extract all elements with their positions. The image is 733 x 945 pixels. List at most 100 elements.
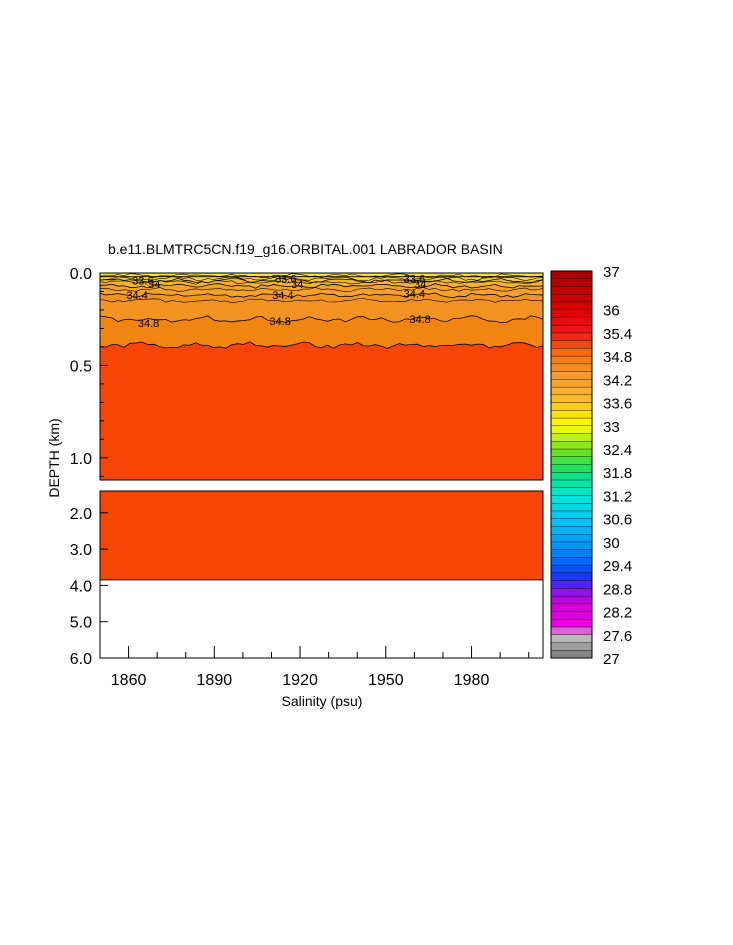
colorbar-label: 35.4 bbox=[603, 326, 632, 343]
colorbar-box bbox=[550, 301, 593, 311]
colorbar-box bbox=[550, 417, 593, 427]
contour-label: 34 bbox=[414, 279, 426, 291]
colorbar-box bbox=[550, 410, 593, 419]
contour-label: 34.8 bbox=[269, 316, 290, 328]
colorbar-box bbox=[550, 340, 593, 349]
x-tick-label: 1860 bbox=[111, 672, 147, 689]
x-tick-label: 1980 bbox=[454, 672, 490, 689]
contour-label: 34.8 bbox=[138, 318, 159, 330]
contour-line bbox=[99, 287, 544, 293]
contour-line bbox=[99, 273, 544, 279]
colorbar-box bbox=[550, 503, 593, 512]
x-axis-label: Salinity (psu) bbox=[282, 693, 363, 709]
colorbar-box bbox=[550, 317, 593, 326]
contour-label: 34.4 bbox=[272, 290, 293, 302]
colorbar-label: 36 bbox=[603, 303, 620, 320]
colorbar-box bbox=[550, 487, 593, 496]
colorbar-label: 32.4 bbox=[603, 442, 632, 459]
colorbar-box bbox=[550, 394, 593, 404]
colorbar-box bbox=[550, 549, 593, 558]
colorbar-box bbox=[550, 286, 593, 295]
colorbar-label: 29.4 bbox=[603, 558, 632, 575]
salinity-layer-upper bbox=[100, 276, 543, 283]
contour-line bbox=[99, 298, 544, 303]
y-tick-label: 1.0 bbox=[70, 451, 92, 468]
colorbar-box bbox=[550, 526, 593, 535]
contour-label: 34 bbox=[291, 279, 303, 291]
colorbar-box bbox=[550, 371, 593, 380]
y-tick-label: 6.0 bbox=[70, 651, 92, 668]
colorbar-box bbox=[550, 294, 593, 303]
colorbar-box bbox=[550, 510, 593, 520]
colorbar-box bbox=[550, 363, 593, 373]
contour-line bbox=[99, 283, 544, 289]
contour-line bbox=[99, 279, 544, 285]
colorbar-box bbox=[550, 270, 593, 280]
colorbar-box bbox=[550, 495, 593, 504]
colorbar-box bbox=[550, 541, 593, 551]
colorbar-box bbox=[550, 634, 593, 644]
colorbar-box bbox=[550, 441, 593, 450]
upper-panel-frame bbox=[99, 272, 544, 481]
colorbar-box bbox=[550, 557, 593, 566]
colorbar-box bbox=[550, 588, 593, 597]
colorbar-box bbox=[550, 472, 593, 481]
colorbar-box bbox=[550, 379, 593, 388]
colorbar-label: 37 bbox=[603, 264, 620, 281]
colorbar-box bbox=[550, 479, 593, 489]
y-axis-label: DEPTH (km) bbox=[46, 418, 62, 497]
colorbar-box bbox=[550, 402, 593, 411]
contour-line bbox=[99, 277, 544, 284]
colorbar-box bbox=[550, 386, 593, 396]
colorbar-box bbox=[550, 626, 593, 636]
salinity-layer-upper bbox=[100, 273, 543, 277]
colorbar-box bbox=[550, 348, 593, 357]
contour-label: 34.4 bbox=[404, 288, 425, 300]
colorbar-label: 30 bbox=[603, 535, 620, 552]
colorbar-box bbox=[550, 355, 593, 365]
colorbar-label: 27.6 bbox=[603, 628, 632, 645]
x-tick-label: 1950 bbox=[368, 672, 404, 689]
salinity-layer-upper bbox=[100, 315, 543, 349]
contour-label: 33.6 bbox=[275, 274, 296, 286]
contour-label: 34.4 bbox=[126, 290, 147, 302]
contour-line bbox=[99, 315, 544, 324]
colorbar-box bbox=[550, 650, 593, 659]
upper-panel: 33.63434.434.833.63434.434.833.63434.434… bbox=[70, 266, 544, 481]
lower-panel-frame bbox=[99, 490, 544, 659]
contour-line bbox=[99, 292, 544, 299]
colorbar-frame bbox=[550, 270, 593, 659]
y-tick-label: 0.0 bbox=[70, 266, 92, 283]
colorbar-box bbox=[550, 518, 593, 527]
colorbar-box bbox=[550, 448, 593, 458]
salinity-layer-lower bbox=[100, 491, 543, 580]
colorbar-box bbox=[550, 580, 593, 589]
colorbar-label: 28.2 bbox=[603, 605, 632, 622]
colorbar-box bbox=[550, 324, 593, 334]
colorbar-label: 30.6 bbox=[603, 512, 632, 529]
colorbar-box bbox=[550, 433, 593, 442]
y-tick-label: 0.5 bbox=[70, 358, 92, 375]
x-tick-label: 1890 bbox=[197, 672, 233, 689]
colorbar-box bbox=[550, 278, 593, 287]
salinity-layer-upper bbox=[100, 341, 543, 480]
lower-panel: 2.0 3.0 4.0 5.0 6.0 bbox=[70, 490, 544, 668]
colorbar-box bbox=[550, 603, 593, 613]
colorbar-box bbox=[550, 642, 593, 651]
colorbar-box bbox=[550, 464, 593, 473]
colorbar-box bbox=[550, 564, 593, 574]
colorbar-label: 28.8 bbox=[603, 581, 632, 598]
colorbar-box bbox=[550, 572, 593, 582]
y-tick-label: 3.0 bbox=[70, 542, 92, 559]
colorbar-label: 31.2 bbox=[603, 488, 632, 505]
colorbar: 37 36 35.4 34.8 34.2 33.6 33 32.4 31.8 31.2 30.6 30… bbox=[550, 264, 632, 668]
contour-label: 33.6 bbox=[404, 274, 425, 286]
colorbar-label: 34.8 bbox=[603, 349, 632, 366]
colorbar-box bbox=[550, 595, 593, 605]
y-tick-label: 5.0 bbox=[70, 615, 92, 632]
colorbar-label: 34.2 bbox=[603, 372, 632, 389]
colorbar-box bbox=[550, 619, 593, 628]
colorbar-label: 31.8 bbox=[603, 465, 632, 482]
colorbar-box bbox=[550, 425, 593, 435]
